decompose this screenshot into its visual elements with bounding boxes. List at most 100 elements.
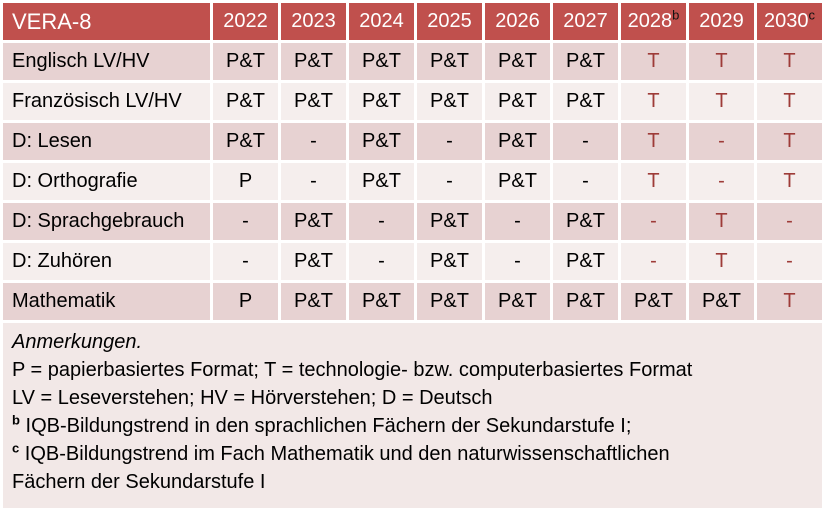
format-cell-2025: P&T <box>417 43 482 80</box>
format-cell-2027: P&T <box>553 83 618 120</box>
format-cell-2022: P&T <box>213 123 278 160</box>
format-cell-2026: P&T <box>485 163 550 200</box>
table-row: D: Orthografie P - P&T - P&T - T - T <box>3 163 822 200</box>
format-cell-2030: T <box>757 163 822 200</box>
notes-cell: Anmerkungen. P = papierbasiertes Format;… <box>3 323 822 508</box>
footnote-marker: c <box>12 440 20 456</box>
format-cell-2029: - <box>689 123 754 160</box>
format-cell-2024: P&T <box>349 163 414 200</box>
format-cell-2029: T <box>689 243 754 280</box>
table-row: Englisch LV/HV P&T P&T P&T P&T P&T P&T T T T <box>3 43 822 80</box>
format-cell-2023: - <box>281 123 346 160</box>
format-cell-2029: P&T <box>689 283 754 320</box>
notes-lines: P = papierbasiertes Format; T = technolo… <box>12 356 813 496</box>
subject-label: D: Sprachgebrauch <box>3 203 210 240</box>
format-cell-2027: P&T <box>553 283 618 320</box>
format-cell-2028: - <box>621 203 686 240</box>
format-cell-2022: P <box>213 163 278 200</box>
table-row: Französisch LV/HV P&T P&T P&T P&T P&T P&T T T T <box>3 83 822 120</box>
format-cell-2025: P&T <box>417 243 482 280</box>
format-cell-2024: P&T <box>349 283 414 320</box>
format-cell-2030: T <box>757 283 822 320</box>
format-cell-2028: T <box>621 163 686 200</box>
subject-label: Englisch LV/HV <box>3 43 210 80</box>
subject-label: Französisch LV/HV <box>3 83 210 120</box>
format-cell-2023: P&T <box>281 283 346 320</box>
format-cell-2026: P&T <box>485 43 550 80</box>
format-cell-2028: T <box>621 123 686 160</box>
format-cell-2023: P&T <box>281 43 346 80</box>
year-header-2030: 2030c <box>757 3 822 40</box>
format-cell-2024: P&T <box>349 43 414 80</box>
format-cell-2026: P&T <box>485 283 550 320</box>
format-cell-2022: - <box>213 243 278 280</box>
format-cell-2027: P&T <box>553 203 618 240</box>
format-cell-2025: - <box>417 163 482 200</box>
format-cell-2023: - <box>281 163 346 200</box>
footnote-marker: b <box>12 412 20 428</box>
format-cell-2030: T <box>757 83 822 120</box>
format-cell-2023: P&T <box>281 203 346 240</box>
footnote-marker: c <box>808 7 816 23</box>
table-title: VERA-8 <box>3 3 210 40</box>
format-cell-2026: P&T <box>485 123 550 160</box>
subject-label: D: Lesen <box>3 123 210 160</box>
format-cell-2027: P&T <box>553 43 618 80</box>
subject-label: D: Zuhören <box>3 243 210 280</box>
format-cell-2023: P&T <box>281 243 346 280</box>
note-line: b IQB-Bildungstrend in den sprachlichen … <box>12 412 632 437</box>
year-header-2023: 2023 <box>281 3 346 40</box>
format-cell-2029: - <box>689 163 754 200</box>
format-cell-2024: - <box>349 243 414 280</box>
footnote-marker: b <box>672 7 680 23</box>
subject-label: Mathematik <box>3 283 210 320</box>
year-header-2026: 2026 <box>485 3 550 40</box>
format-cell-2022: - <box>213 203 278 240</box>
note-line: c IQB-Bildungstrend im Fach Mathematik u… <box>12 440 670 493</box>
format-cell-2028: - <box>621 243 686 280</box>
year-header-2028: 2028b <box>621 3 686 40</box>
format-cell-2024: P&T <box>349 123 414 160</box>
note-line: P = papierbasiertes Format; T = technolo… <box>12 359 693 381</box>
format-cell-2029: T <box>689 83 754 120</box>
year-header-2024: 2024 <box>349 3 414 40</box>
format-cell-2029: T <box>689 203 754 240</box>
format-cell-2027: - <box>553 163 618 200</box>
format-cell-2027: P&T <box>553 243 618 280</box>
format-cell-2022: P&T <box>213 43 278 80</box>
format-cell-2024: P&T <box>349 83 414 120</box>
year-header-2022: 2022 <box>213 3 278 40</box>
format-cell-2025: P&T <box>417 203 482 240</box>
format-cell-2023: P&T <box>281 83 346 120</box>
format-cell-2026: - <box>485 203 550 240</box>
format-cell-2028: T <box>621 83 686 120</box>
format-cell-2028: P&T <box>621 283 686 320</box>
notes-row: Anmerkungen. P = papierbasiertes Format;… <box>3 323 822 508</box>
format-cell-2025: - <box>417 123 482 160</box>
format-cell-2030: - <box>757 243 822 280</box>
format-cell-2030: - <box>757 203 822 240</box>
format-cell-2025: P&T <box>417 83 482 120</box>
format-cell-2022: P&T <box>213 83 278 120</box>
format-cell-2024: - <box>349 203 414 240</box>
table-row: D: Sprachgebrauch - P&T - P&T - P&T - T - <box>3 203 822 240</box>
table-row: D: Zuhören - P&T - P&T - P&T - T - <box>3 243 822 280</box>
format-cell-2030: T <box>757 123 822 160</box>
format-cell-2028: T <box>621 43 686 80</box>
year-header-2027: 2027 <box>553 3 618 40</box>
format-cell-2030: T <box>757 43 822 80</box>
format-cell-2025: P&T <box>417 283 482 320</box>
format-cell-2027: - <box>553 123 618 160</box>
subject-label: D: Orthografie <box>3 163 210 200</box>
table-row: D: Lesen P&T - P&T - P&T - T - T <box>3 123 822 160</box>
header-row: VERA-8 2022 2023 2024 2025 2026 2027 2028b 2029… <box>3 3 822 40</box>
table-row: Mathematik P P&T P&T P&T P&T P&T P&T P&T T <box>3 283 822 320</box>
format-cell-2029: T <box>689 43 754 80</box>
year-header-2025: 2025 <box>417 3 482 40</box>
note-line: LV = Leseverstehen; HV = Hörverstehen; D… <box>12 387 493 409</box>
format-cell-2026: P&T <box>485 83 550 120</box>
year-header-2029: 2029 <box>689 3 754 40</box>
format-cell-2026: - <box>485 243 550 280</box>
notes-heading: Anmerkungen. <box>12 331 143 353</box>
